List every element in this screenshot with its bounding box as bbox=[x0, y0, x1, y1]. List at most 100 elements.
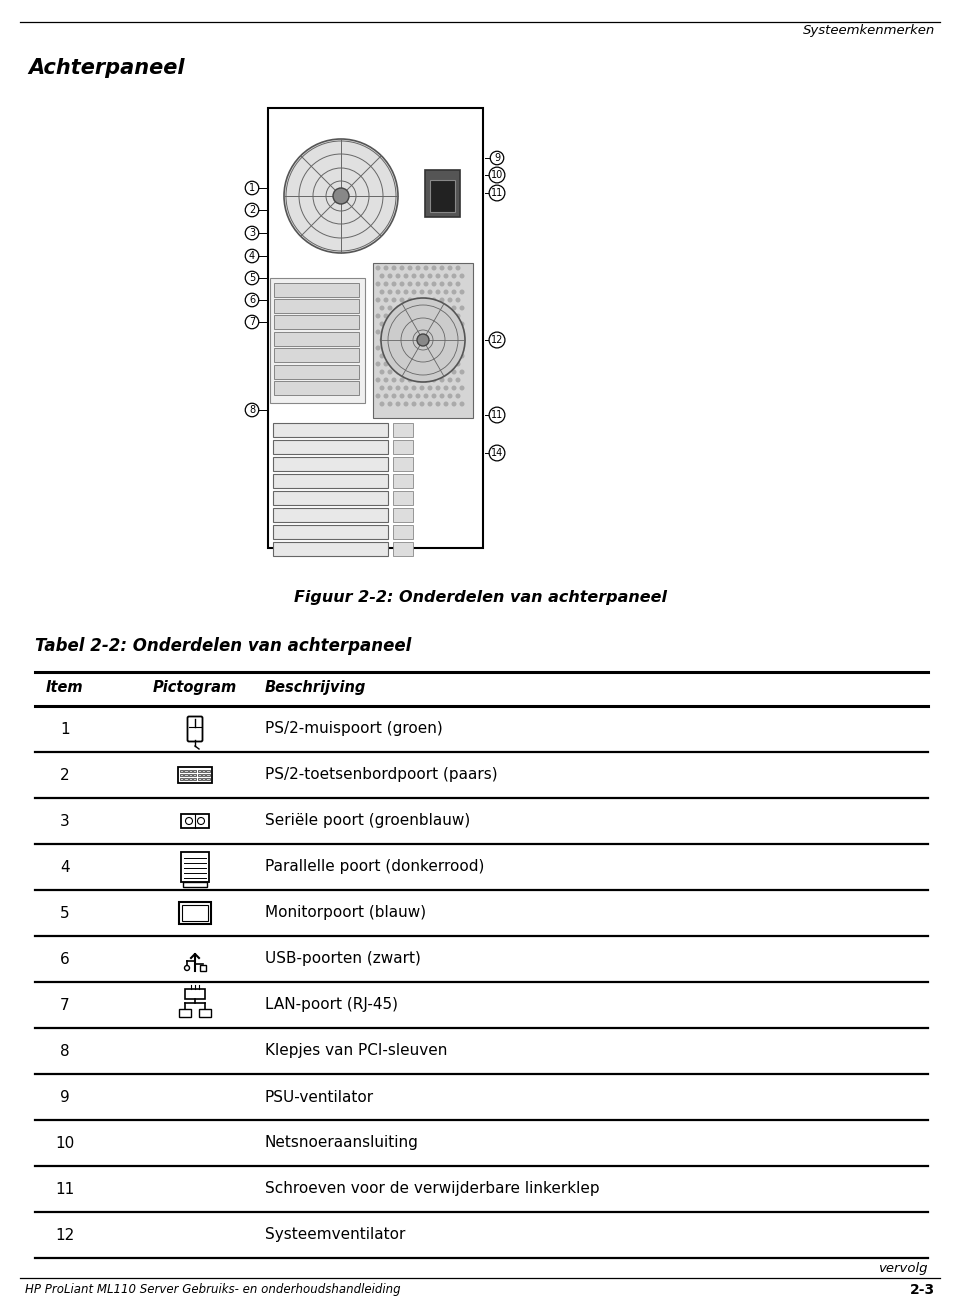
Text: 9: 9 bbox=[60, 1090, 70, 1104]
Circle shape bbox=[379, 353, 385, 358]
Circle shape bbox=[436, 353, 441, 358]
Circle shape bbox=[407, 265, 413, 270]
Circle shape bbox=[447, 394, 452, 399]
Bar bbox=[273, 491, 388, 506]
Circle shape bbox=[423, 345, 428, 351]
Circle shape bbox=[416, 330, 420, 335]
Circle shape bbox=[427, 337, 433, 343]
Text: Item: Item bbox=[46, 680, 84, 695]
Text: 5: 5 bbox=[60, 906, 70, 920]
Circle shape bbox=[407, 378, 413, 382]
Text: Pictogram: Pictogram bbox=[153, 680, 237, 695]
Circle shape bbox=[375, 314, 380, 319]
Text: 10: 10 bbox=[491, 169, 503, 180]
Circle shape bbox=[399, 361, 404, 366]
Circle shape bbox=[375, 361, 380, 366]
Text: 3: 3 bbox=[249, 228, 255, 238]
Bar bbox=[180, 773, 183, 776]
Circle shape bbox=[436, 289, 441, 294]
Bar bbox=[393, 474, 413, 488]
Circle shape bbox=[423, 298, 428, 302]
Circle shape bbox=[379, 289, 385, 294]
Circle shape bbox=[375, 330, 380, 335]
Circle shape bbox=[416, 361, 420, 366]
Circle shape bbox=[436, 322, 441, 327]
Circle shape bbox=[440, 265, 444, 270]
Circle shape bbox=[455, 298, 461, 302]
Circle shape bbox=[412, 322, 417, 327]
Text: vervolg: vervolg bbox=[878, 1262, 928, 1275]
Text: Parallelle poort (donkerrood): Parallelle poort (donkerrood) bbox=[265, 860, 485, 874]
Text: 14: 14 bbox=[491, 448, 503, 458]
Text: 12: 12 bbox=[56, 1228, 75, 1242]
Circle shape bbox=[423, 361, 428, 366]
Circle shape bbox=[407, 330, 413, 335]
Bar bbox=[180, 769, 183, 772]
Circle shape bbox=[444, 337, 448, 343]
Circle shape bbox=[444, 289, 448, 294]
Text: 11: 11 bbox=[491, 188, 503, 198]
Bar bbox=[393, 440, 413, 454]
Bar bbox=[179, 1008, 191, 1018]
Bar bbox=[274, 365, 359, 379]
Circle shape bbox=[388, 402, 393, 407]
Bar bbox=[273, 423, 388, 437]
Circle shape bbox=[399, 330, 404, 335]
Circle shape bbox=[375, 265, 380, 270]
Circle shape bbox=[427, 386, 433, 390]
Circle shape bbox=[403, 386, 409, 390]
Text: 8: 8 bbox=[60, 1044, 70, 1058]
Bar bbox=[199, 1008, 211, 1018]
Circle shape bbox=[420, 337, 424, 343]
Circle shape bbox=[431, 265, 437, 270]
Circle shape bbox=[383, 394, 389, 399]
Circle shape bbox=[455, 361, 461, 366]
Circle shape bbox=[396, 402, 400, 407]
Circle shape bbox=[399, 265, 404, 270]
Circle shape bbox=[416, 345, 420, 351]
Circle shape bbox=[455, 330, 461, 335]
Circle shape bbox=[447, 265, 452, 270]
Bar bbox=[393, 491, 413, 506]
Circle shape bbox=[392, 298, 396, 302]
Circle shape bbox=[431, 281, 437, 286]
Circle shape bbox=[392, 394, 396, 399]
Circle shape bbox=[379, 306, 385, 310]
Text: Klepjes van PCI-sleuven: Klepjes van PCI-sleuven bbox=[265, 1044, 447, 1058]
Circle shape bbox=[284, 139, 398, 253]
Circle shape bbox=[427, 369, 433, 374]
Bar bbox=[425, 169, 460, 217]
Text: 3: 3 bbox=[60, 814, 70, 829]
Text: 10: 10 bbox=[56, 1136, 75, 1150]
Circle shape bbox=[440, 330, 444, 335]
Bar bbox=[393, 423, 413, 437]
Circle shape bbox=[388, 369, 393, 374]
Text: PS/2-toetsenbordpoort (paars): PS/2-toetsenbordpoort (paars) bbox=[265, 768, 497, 783]
Circle shape bbox=[460, 289, 465, 294]
Circle shape bbox=[447, 345, 452, 351]
Text: 12: 12 bbox=[491, 335, 503, 345]
Circle shape bbox=[423, 394, 428, 399]
Text: 5: 5 bbox=[249, 273, 255, 284]
Bar bbox=[206, 773, 209, 776]
Circle shape bbox=[375, 345, 380, 351]
Circle shape bbox=[427, 402, 433, 407]
Text: 1: 1 bbox=[60, 722, 70, 737]
Circle shape bbox=[333, 188, 349, 204]
Bar bbox=[198, 777, 201, 780]
Circle shape bbox=[392, 314, 396, 319]
Bar bbox=[268, 108, 483, 548]
Circle shape bbox=[379, 273, 385, 278]
Bar bbox=[184, 769, 187, 772]
Text: USB-poorten (zwart): USB-poorten (zwart) bbox=[265, 952, 420, 966]
Bar bbox=[184, 773, 187, 776]
Circle shape bbox=[447, 361, 452, 366]
Circle shape bbox=[396, 289, 400, 294]
Circle shape bbox=[455, 394, 461, 399]
Text: 7: 7 bbox=[249, 316, 255, 327]
Text: Monitorpoort (blauw): Monitorpoort (blauw) bbox=[265, 906, 426, 920]
Bar bbox=[270, 278, 365, 403]
Circle shape bbox=[451, 369, 457, 374]
Circle shape bbox=[388, 353, 393, 358]
Circle shape bbox=[412, 289, 417, 294]
